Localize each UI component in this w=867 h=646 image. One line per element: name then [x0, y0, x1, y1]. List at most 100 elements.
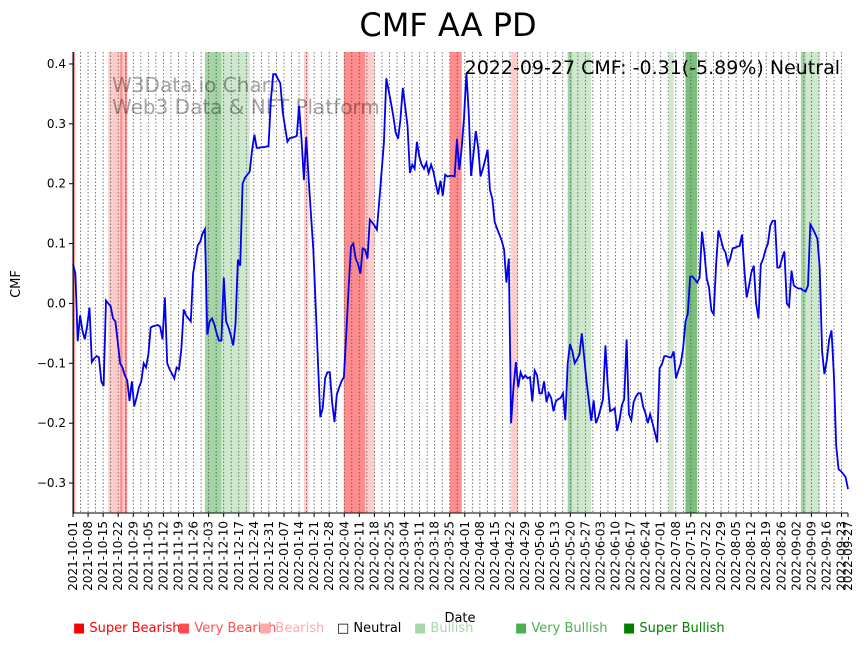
y-tick-label: −0.1 [37, 356, 66, 370]
band-very_bullish [567, 52, 573, 513]
y-ticks: −0.3 −0.2 −0.1 0.0 0.1 0.2 0.3 0.4 [37, 57, 73, 490]
x-tick-label: 2021-10-01 [66, 521, 80, 591]
x-tick-label: 2022-04-01 [458, 521, 472, 591]
x-tick-label: 2021-12-31 [262, 521, 276, 591]
x-tick-label: 2022-08-19 [759, 521, 773, 591]
legend-item: ■ Super Bullish [623, 621, 725, 636]
band-super_bearish [73, 52, 75, 513]
x-tick-label: 2022-05-13 [548, 521, 562, 591]
band-bearish [365, 52, 375, 513]
band-super_bullish_dark [685, 52, 698, 513]
x-tick-label: 2022-07-15 [684, 521, 698, 591]
y-tick-label: 0.3 [47, 117, 66, 131]
x-tick-label: 2022-07-29 [714, 521, 728, 591]
band-bearish [108, 52, 121, 513]
x-tick-label: 2021-11-05 [141, 521, 155, 591]
band-bullish [221, 52, 250, 513]
x-tick-label: 2021-10-15 [96, 521, 110, 591]
x-tick-label: 2022-05-27 [578, 521, 592, 591]
y-tick-label: −0.3 [37, 476, 66, 490]
band-very_bullish [800, 52, 806, 513]
cmf-line [72, 72, 849, 490]
x-tick-label: 2022-05-06 [533, 521, 547, 591]
band-very_bearish [120, 52, 123, 513]
x-tick-label: 2022-06-10 [609, 521, 623, 591]
x-tick-label: 2022-02-18 [367, 521, 381, 591]
legend-item: ■ Bearish [259, 621, 325, 636]
x-tick-label: 2022-08-05 [729, 521, 743, 591]
x-tick-label: 2021-10-29 [126, 521, 140, 591]
x-tick-label: 2022-03-18 [428, 521, 442, 591]
x-tick-label: 2022-04-15 [488, 521, 502, 591]
band-bullish [572, 52, 592, 513]
watermark-line-1: W3Data.io Chart [112, 73, 278, 97]
chart-title: CMF AA PD [359, 6, 536, 44]
watermark-line-2: Web3 Data & NFT Platform [112, 95, 380, 119]
legend-item: □ Neutral [337, 621, 402, 636]
band-bearish [511, 52, 519, 513]
x-tick-label: 2022-02-25 [382, 521, 396, 591]
x-tick-label: 2021-10-22 [111, 521, 125, 591]
x-tick-label: 2021-12-03 [202, 521, 216, 591]
band-very_bullish [204, 52, 222, 513]
x-tick-label: 2022-08-26 [774, 521, 788, 591]
x-tick-label: 2022-01-07 [277, 521, 291, 591]
x-tick-label: 2022-03-04 [398, 521, 412, 591]
band-bullish [668, 52, 674, 513]
legend-item: ■ Very Bearish [178, 621, 277, 636]
x-tick-label: 2022-01-14 [292, 521, 306, 591]
x-tick-label: 2022-04-22 [503, 521, 517, 591]
band-bearish [122, 52, 125, 513]
x-tick-label: 2022-04-29 [518, 521, 532, 591]
legend-item: ■ Super Bearish [73, 621, 181, 636]
x-tick-label: 2022-09-27 [841, 521, 855, 591]
x-tick-label: 2022-09-23 [835, 521, 849, 591]
y-tick-label: −0.2 [37, 416, 66, 430]
y-axis-label: CMF [9, 270, 24, 298]
band-very_bearish [449, 52, 462, 513]
x-tick-label: 2022-07-22 [699, 521, 713, 591]
legend: ■ Super Bearish ■ Very Bearish ■ Bearish □ … [0, 621, 867, 639]
y-tick-label: 0.0 [47, 296, 66, 310]
x-tick-label: 2022-04-08 [473, 521, 487, 591]
x-tick-label: 2022-09-16 [819, 521, 833, 591]
x-tick-label: 2022-08-12 [744, 521, 758, 591]
x-tick-label: 2022-02-11 [352, 521, 366, 591]
x-tick-label: 2022-01-21 [307, 521, 321, 591]
x-tick-label: 2021-11-26 [187, 521, 201, 591]
x-tick-label: 2022-06-17 [624, 521, 638, 591]
legend-item: ■ Bullish [414, 621, 474, 636]
band-very_bearish [343, 52, 366, 513]
signal-bands [73, 52, 820, 513]
x-tick-label: 2022-06-03 [593, 521, 607, 591]
y-tick-label: 0.1 [47, 237, 66, 251]
x-tick-label: 2022-07-08 [669, 521, 683, 591]
x-tick-label: 2022-06-24 [639, 521, 653, 591]
band-bullish [805, 52, 820, 513]
x-tick-label: 2022-09-02 [789, 521, 803, 591]
x-tick-label: 2021-12-17 [232, 521, 246, 591]
x-tick-label: 2021-10-08 [81, 521, 95, 591]
x-tick-label: 2022-03-25 [443, 521, 457, 591]
band-bearish [303, 52, 309, 513]
legend-item: ■ Very Bullish [515, 621, 608, 636]
x-ticks: 2021-10-01 2021-10-08 2021-10-15 2021-10-22… [66, 513, 855, 591]
x-tick-label: 2021-12-10 [217, 521, 231, 591]
x-tick-label: 2022-02-04 [337, 521, 351, 591]
x-tick-label: 2022-01-28 [322, 521, 336, 591]
x-axis-label: Date [444, 611, 475, 626]
band-very_bearish [124, 52, 128, 513]
x-tick-label: 2021-12-24 [247, 521, 261, 591]
x-tick-label: 2021-11-19 [171, 521, 185, 591]
x-tick-label: 2022-03-11 [413, 521, 427, 591]
x-tick-label: 2022-05-20 [563, 521, 577, 591]
chart-subtitle: 2022-09-27 CMF: -0.31(-5.89%) Neutral [465, 57, 840, 79]
axes [72, 52, 848, 514]
x-tick-label: 2022-09-09 [804, 521, 818, 591]
x-tick-label: 2021-11-12 [156, 521, 170, 591]
y-tick-label: 0.4 [47, 57, 66, 71]
y-tick-label: 0.2 [47, 177, 66, 191]
x-tick-label: 2022-07-01 [654, 521, 668, 591]
watermark: W3Data.io Chart Web3 Data & NFT Platform [112, 73, 380, 119]
